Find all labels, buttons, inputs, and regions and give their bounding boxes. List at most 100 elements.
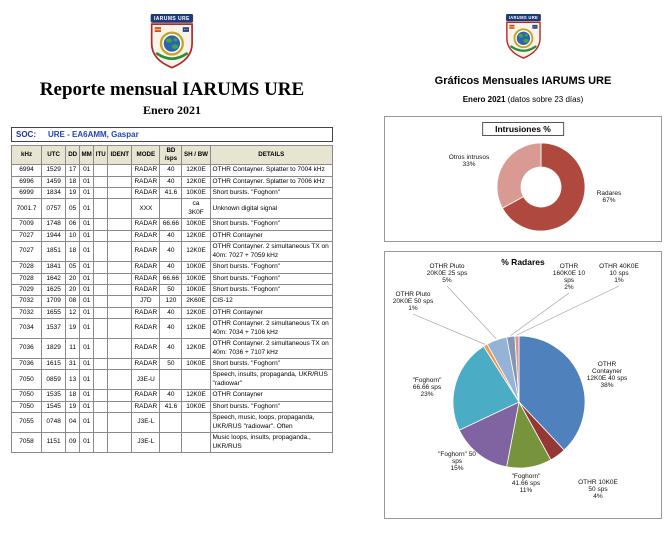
table-cell: 66.66 (159, 272, 183, 285)
soc-label: SOC: (16, 130, 36, 139)
table-row: 6994 1529 17 01 RADAR 40 12K0E OTHR Contayner. … (10, 164, 334, 177)
table-cell: 1459 (41, 175, 67, 189)
table-cell: 1834 (41, 186, 67, 200)
logo-banner (505, 13, 541, 22)
table-cell: ca 3K0F (181, 198, 211, 220)
table-cell: 05 (65, 261, 81, 274)
table-cell: 0859 (41, 369, 67, 391)
table-cell (93, 389, 109, 402)
table-cell: 40 (159, 389, 183, 402)
table-row: 7050 1545 19 01 RADAR 41.6 10K0E Short bursts. … (10, 400, 334, 414)
table-cell: 01 (79, 198, 95, 220)
details-cell: OTHR Contayner. Splatter to 7004 kHz (209, 164, 334, 177)
table-cell (107, 283, 133, 297)
table-cell: 7027 (10, 229, 43, 243)
table-cell (93, 186, 109, 200)
details-cell: Short bursts. "Foghorn" (209, 261, 334, 274)
table-cell: 66.66 (159, 218, 183, 231)
table-cell (181, 369, 211, 391)
report-page: IARUMS URE Reporte mensual IARUMS URE En… (6, 2, 338, 453)
table-cell (93, 229, 109, 243)
table-cell: 12K0E (181, 338, 211, 359)
table-cell: 31 (65, 357, 81, 371)
table-cell (93, 306, 109, 320)
details-cell: Short bursts. "Foghorn" (209, 400, 334, 414)
details-cell: Short bursts. "Foghorn" (209, 218, 334, 231)
table-row: 7027 1944 10 01 RADAR 40 12K0E OTHR Contayner (10, 229, 334, 243)
table-row: 7050 0859 13 01 J3E-U Speech, insults, propag… (10, 369, 334, 391)
table-cell: 12K0E (181, 241, 211, 263)
table-cell (107, 198, 133, 220)
table-cell: 1535 (41, 389, 67, 402)
leader-line (516, 285, 620, 336)
table-cell: 6999 (10, 186, 43, 200)
table-cell: 01 (79, 283, 95, 297)
table-cell: 0748 (41, 412, 67, 434)
table-cell: 06 (65, 218, 81, 231)
table-cell: 01 (79, 261, 95, 274)
table-cell: 18 (65, 241, 81, 263)
table-cell (93, 218, 109, 231)
details-cell: OTHR Contayner. 2 simultaneous TX on 40m… (209, 241, 334, 263)
table-cell (93, 318, 109, 340)
details-cell: OTHR Contayner. Splatter to 7006 kHz (209, 175, 334, 189)
table-cell: 10K0E (181, 261, 211, 274)
table-row: 7058 1151 09 01 J3E-L Music loops, insults, p… (10, 432, 334, 453)
table-cell: 50 (159, 357, 183, 371)
table-cell: 7028 (10, 261, 43, 274)
table-cell: RADAR (131, 186, 161, 200)
table-cell (93, 198, 109, 220)
logo-flag-spain-band (154, 28, 162, 31)
pie-slice (496, 142, 542, 209)
table-cell (107, 318, 133, 340)
table-cell: 7032 (10, 306, 43, 320)
table-row: 7001.7 0757 05 01 XXX ca 3K0F Unknown digital … (10, 198, 334, 220)
table-cell: 1537 (41, 318, 67, 340)
pie-slice (514, 335, 520, 403)
table-cell: 7029 (10, 283, 43, 297)
table-cell: 01 (79, 369, 95, 391)
table-cell: RADAR (131, 306, 161, 320)
table-cell: 40 (159, 306, 183, 320)
table-cell (93, 369, 109, 391)
table-cell: RADAR (131, 283, 161, 297)
table-cell (107, 164, 133, 177)
table-cell (181, 412, 211, 434)
table-cell (107, 306, 133, 320)
table-cell: 01 (79, 186, 95, 200)
details-cell: Short bursts. "Foghorn" (209, 186, 334, 200)
table-cell: 12K0E (181, 175, 211, 189)
table-cell: RADAR (131, 272, 161, 285)
table-cell: 19 (65, 318, 81, 340)
table-cell (107, 295, 133, 308)
table-cell: 01 (79, 218, 95, 231)
table-cell (93, 357, 109, 371)
slice-label: OTHR Pluto 20K0E 25 sps 5% (427, 263, 468, 284)
table-cell: 7027 (10, 241, 43, 263)
table-row: 7028 1841 05 01 RADAR 40 10K0E Short bursts. "F… (10, 261, 334, 274)
table-cell: 18 (65, 389, 81, 402)
table-cell: 10K0E (181, 283, 211, 297)
table-cell: RADAR (131, 357, 161, 371)
table-cell: 01 (79, 272, 95, 285)
table-cell: 20 (65, 283, 81, 297)
table-cell (93, 400, 109, 414)
table-row: 7029 1625 20 01 RADAR 50 10K0E Short bursts. "F… (10, 283, 334, 297)
details-cell: Unknown digital signal (209, 198, 334, 220)
table-cell: 12K0E (181, 389, 211, 402)
table-cell: 01 (79, 318, 95, 340)
charts-subtitle-month: Enero 2021 (462, 95, 506, 104)
table-cell: 04 (65, 412, 81, 434)
logo-continent (517, 33, 523, 38)
details-cell: Speech, insults, propaganda, UKR/RUS "ra… (209, 369, 334, 391)
column-header: kHz (10, 144, 43, 166)
table-cell: 7009 (10, 218, 43, 231)
details-cell: Music loops, insults, propaganda., UKR/R… (209, 432, 334, 453)
table-cell (107, 412, 133, 434)
table-cell: 7028 (10, 272, 43, 285)
table-cell: 40 (159, 175, 183, 189)
table-cell: J3E-L (131, 412, 161, 434)
table-cell: 10 (65, 229, 81, 243)
table-cell: XXX (131, 198, 161, 220)
leader-line (412, 313, 486, 345)
